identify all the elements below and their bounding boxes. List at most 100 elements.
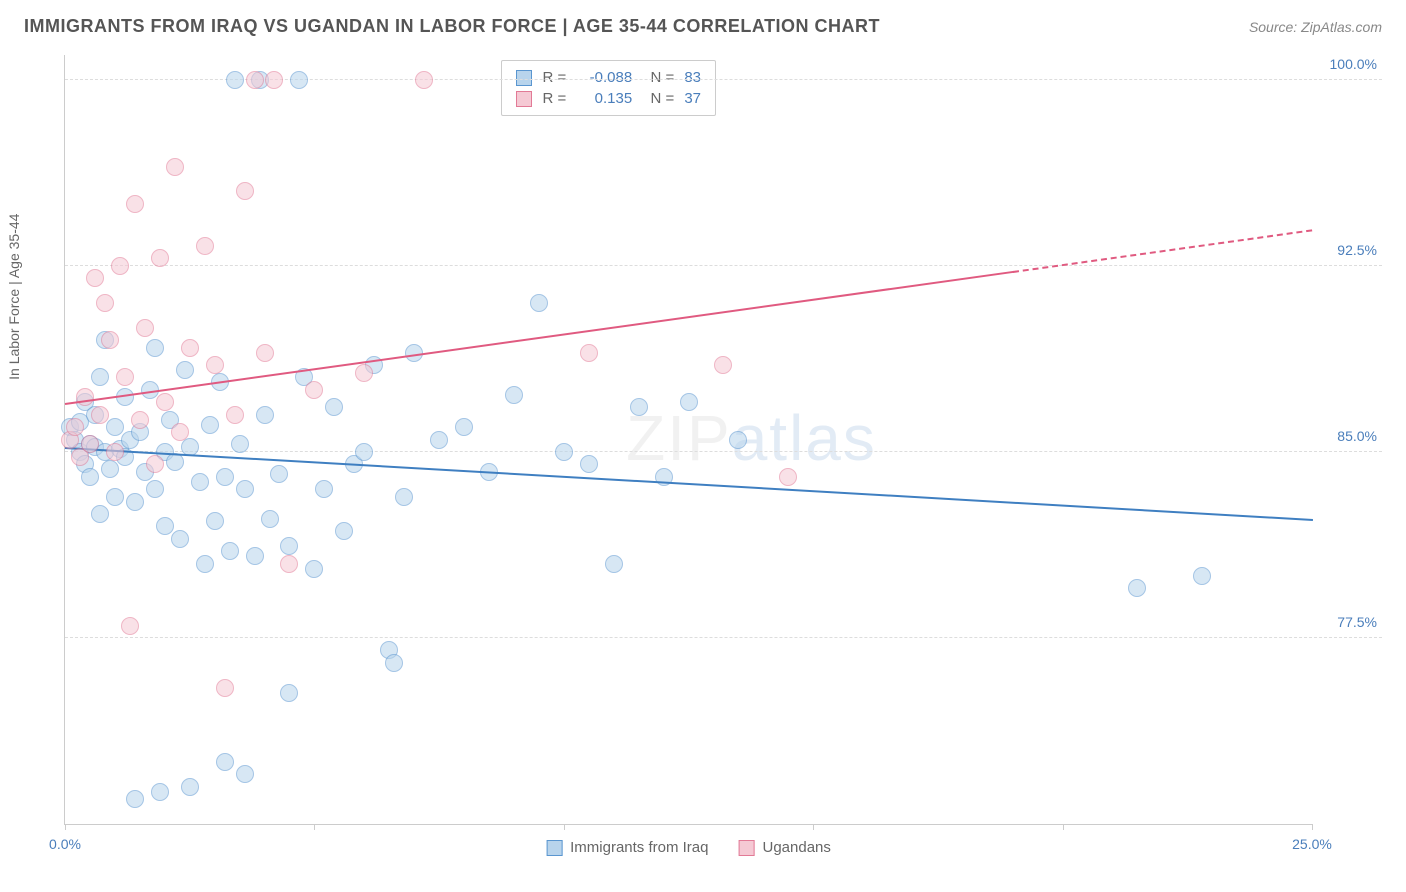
- scatter-point: [265, 71, 283, 89]
- scatter-point: [81, 468, 99, 486]
- scatter-point: [151, 249, 169, 267]
- scatter-point: [355, 364, 373, 382]
- scatter-point: [630, 398, 648, 416]
- scatter-point: [91, 505, 109, 523]
- grid-line: [65, 451, 1382, 452]
- scatter-point: [280, 537, 298, 555]
- stat-n-value: 83: [684, 69, 701, 86]
- scatter-point: [196, 237, 214, 255]
- legend-item: Immigrants from Iraq: [546, 839, 708, 856]
- x-tick-label: 25.0%: [1292, 836, 1332, 852]
- grid-line: [65, 637, 1382, 638]
- scatter-point: [226, 71, 244, 89]
- scatter-point: [201, 416, 219, 434]
- scatter-point: [261, 510, 279, 528]
- scatter-point: [729, 431, 747, 449]
- scatter-point: [280, 684, 298, 702]
- scatter-point: [156, 517, 174, 535]
- scatter-point: [290, 71, 308, 89]
- y-axis-label: In Labor Force | Age 35-44: [6, 214, 22, 380]
- scatter-point: [305, 560, 323, 578]
- x-tick-label: 0.0%: [49, 836, 81, 852]
- scatter-point: [171, 530, 189, 548]
- y-tick-label: 92.5%: [1337, 242, 1377, 258]
- scatter-point: [106, 418, 124, 436]
- scatter-point: [430, 431, 448, 449]
- scatter-point: [191, 473, 209, 491]
- scatter-point: [305, 381, 323, 399]
- scatter-point: [216, 468, 234, 486]
- scatter-point: [555, 443, 573, 461]
- scatter-point: [270, 465, 288, 483]
- watermark: ZIPatlas: [626, 401, 877, 475]
- scatter-point: [256, 344, 274, 362]
- scatter-point: [91, 406, 109, 424]
- plot-area: ZIPatlas R = -0.088 N = 83 R = 0.135 N = …: [64, 55, 1312, 825]
- scatter-point: [1128, 579, 1146, 597]
- chart-header: IMMIGRANTS FROM IRAQ VS UGANDAN IN LABOR…: [0, 0, 1406, 45]
- scatter-point: [395, 488, 413, 506]
- scatter-point: [131, 411, 149, 429]
- scatter-point: [236, 765, 254, 783]
- scatter-point: [151, 783, 169, 801]
- scatter-point: [1193, 567, 1211, 585]
- scatter-point: [216, 753, 234, 771]
- trend-line: [65, 271, 1014, 405]
- stat-n-value: 37: [684, 90, 701, 107]
- scatter-point: [146, 455, 164, 473]
- scatter-point: [246, 71, 264, 89]
- scatter-point: [146, 480, 164, 498]
- x-tick: [314, 824, 315, 830]
- legend-swatch: [516, 70, 532, 86]
- legend-label: Ugandans: [762, 839, 830, 856]
- scatter-point: [176, 361, 194, 379]
- x-tick: [1063, 824, 1064, 830]
- scatter-point: [580, 455, 598, 473]
- stats-row: R = 0.135 N = 37: [516, 88, 701, 109]
- scatter-point: [385, 654, 403, 672]
- scatter-point: [146, 339, 164, 357]
- scatter-point: [580, 344, 598, 362]
- scatter-point: [106, 443, 124, 461]
- scatter-point: [111, 257, 129, 275]
- scatter-point: [121, 617, 139, 635]
- stat-r-label: R =: [542, 90, 566, 107]
- scatter-point: [280, 555, 298, 573]
- stat-n-label: N =: [642, 90, 674, 107]
- x-tick: [65, 824, 66, 830]
- trend-line: [1013, 229, 1313, 273]
- scatter-point: [236, 480, 254, 498]
- scatter-point: [325, 398, 343, 416]
- scatter-point: [86, 269, 104, 287]
- legend-item: Ugandans: [738, 839, 830, 856]
- y-tick-label: 77.5%: [1337, 614, 1377, 630]
- scatter-point: [335, 522, 353, 540]
- scatter-point: [91, 368, 109, 386]
- scatter-point: [206, 356, 224, 374]
- bottom-legend: Immigrants from Iraq Ugandans: [546, 839, 831, 856]
- scatter-point: [126, 493, 144, 511]
- scatter-point: [246, 547, 264, 565]
- legend-swatch: [738, 840, 754, 856]
- scatter-point: [116, 368, 134, 386]
- scatter-point: [181, 778, 199, 796]
- legend-swatch: [546, 840, 562, 856]
- scatter-point: [231, 435, 249, 453]
- scatter-point: [236, 182, 254, 200]
- scatter-point: [206, 512, 224, 530]
- scatter-point: [714, 356, 732, 374]
- scatter-point: [415, 71, 433, 89]
- scatter-point: [315, 480, 333, 498]
- scatter-point: [355, 443, 373, 461]
- scatter-point: [455, 418, 473, 436]
- stat-r-value: -0.088: [576, 69, 632, 86]
- x-tick: [813, 824, 814, 830]
- stat-n-label: N =: [642, 69, 674, 86]
- stats-legend-box: R = -0.088 N = 83 R = 0.135 N = 37: [501, 60, 716, 116]
- chart-container: In Labor Force | Age 35-44 ZIPatlas R = …: [24, 45, 1382, 865]
- scatter-point: [256, 406, 274, 424]
- scatter-point: [106, 488, 124, 506]
- legend-label: Immigrants from Iraq: [570, 839, 708, 856]
- scatter-point: [530, 294, 548, 312]
- scatter-point: [171, 423, 189, 441]
